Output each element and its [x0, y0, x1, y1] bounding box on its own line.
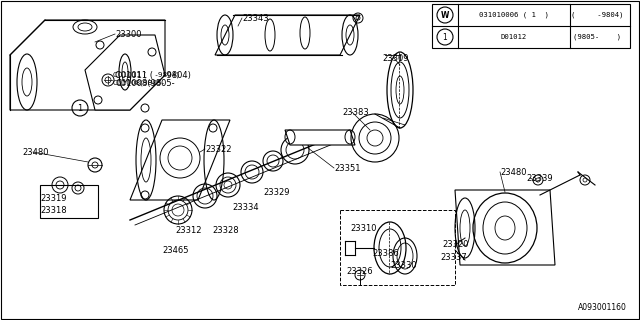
Polygon shape — [85, 35, 165, 110]
Text: 23339: 23339 — [526, 173, 552, 182]
Polygon shape — [215, 15, 360, 55]
Text: 23330: 23330 — [390, 260, 417, 269]
Text: 23383: 23383 — [342, 108, 369, 116]
Text: 23386: 23386 — [372, 250, 399, 259]
Polygon shape — [455, 190, 555, 265]
Text: 23337: 23337 — [440, 252, 467, 261]
Text: 23465: 23465 — [162, 245, 189, 254]
Text: 23480: 23480 — [500, 167, 527, 177]
Text: 23320: 23320 — [442, 239, 468, 249]
Text: 23310: 23310 — [350, 223, 376, 233]
Text: C01008(9805-: C01008(9805- — [115, 78, 175, 87]
Text: 23312: 23312 — [175, 226, 202, 235]
Text: 23343: 23343 — [242, 13, 269, 22]
Polygon shape — [10, 20, 165, 110]
Text: 23309: 23309 — [382, 53, 408, 62]
Text: C01008(9805-: C01008(9805- — [113, 80, 165, 86]
Text: C01011 (    -9804): C01011 ( -9804) — [115, 70, 191, 79]
Text: 1: 1 — [77, 103, 83, 113]
Text: D01012: D01012 — [501, 34, 527, 40]
Text: 23329: 23329 — [263, 188, 289, 196]
Text: 23300: 23300 — [115, 29, 141, 38]
Text: 23319: 23319 — [40, 194, 67, 203]
Text: 23322: 23322 — [205, 145, 232, 154]
Text: W: W — [441, 11, 449, 20]
Text: 23351: 23351 — [334, 164, 360, 172]
Polygon shape — [285, 130, 355, 145]
Text: 23318: 23318 — [40, 205, 67, 214]
Text: C01011 (    -9804): C01011 ( -9804) — [113, 72, 179, 78]
Text: 1: 1 — [443, 33, 447, 42]
Text: 23480: 23480 — [22, 148, 49, 156]
Text: A093001160: A093001160 — [578, 303, 627, 312]
Text: 23326: 23326 — [346, 268, 372, 276]
Text: (     -9804): ( -9804) — [571, 12, 623, 18]
Polygon shape — [130, 120, 230, 200]
Text: 23328: 23328 — [212, 226, 239, 235]
Text: 23334: 23334 — [232, 203, 259, 212]
Text: (9805-    ): (9805- ) — [573, 34, 621, 40]
Text: 031010006 ( 1  ): 031010006 ( 1 ) — [479, 12, 549, 18]
